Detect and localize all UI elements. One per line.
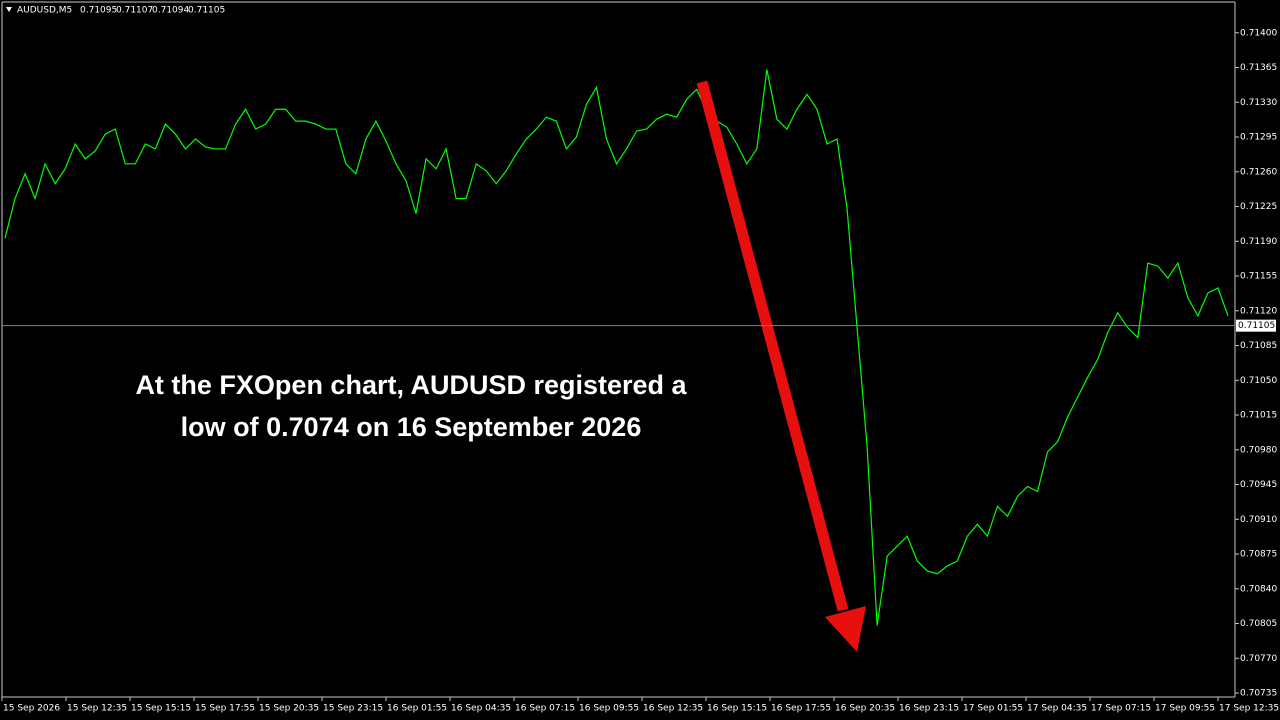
header-symbol: AUDUSD,M5: [17, 6, 72, 16]
x-tick-label: 17 Sep 09:55: [1155, 704, 1215, 714]
x-tick-label: 17 Sep 07:15: [1091, 704, 1151, 714]
x-tick-label: 15 Sep 17:55: [195, 704, 255, 714]
x-tick-label: 15 Sep 2026: [3, 704, 60, 714]
arrow-shaft: [696, 80, 849, 612]
y-tick-label: 0.71050: [1240, 376, 1277, 386]
annotation-line: low of 0.7074 on 16 September 2026: [181, 412, 642, 442]
annotation-line: At the FXOpen chart, AUDUSD registered a: [135, 370, 687, 400]
x-tick-label: 15 Sep 20:35: [259, 704, 319, 714]
y-tick-label: 0.70875: [1240, 550, 1277, 560]
x-tick-label: 15 Sep 12:35: [67, 704, 127, 714]
y-tick-label: 0.71120: [1240, 306, 1277, 316]
header-quote: 0.71107: [116, 6, 153, 16]
header-quote: 0.71095: [80, 6, 117, 16]
x-tick-label: 17 Sep 01:55: [963, 704, 1023, 714]
x-tick-label: 16 Sep 15:15: [707, 704, 767, 714]
y-tick-label: 0.71190: [1240, 237, 1277, 247]
x-tick-label: 16 Sep 01:55: [387, 704, 447, 714]
y-tick-label: 0.70840: [1240, 584, 1277, 594]
price-label-box: [1236, 319, 1276, 332]
x-tick-label: 16 Sep 04:35: [451, 704, 511, 714]
x-tick-label: 16 Sep 20:35: [835, 704, 895, 714]
price-line-series: [4, 69, 1229, 626]
x-tick-label: 16 Sep 09:55: [579, 704, 639, 714]
y-tick-label: 0.71225: [1240, 202, 1277, 212]
header-quote: 0.71094: [152, 6, 189, 16]
y-tick-label: 0.70910: [1240, 515, 1277, 525]
y-tick-label: 0.71260: [1240, 167, 1277, 177]
x-tick-label: 16 Sep 12:35: [643, 704, 703, 714]
price-label: 0.71105: [1238, 321, 1275, 331]
y-tick-label: 0.70770: [1240, 654, 1277, 664]
y-tick-label: 0.70945: [1240, 480, 1277, 490]
y-tick-label: 0.71365: [1240, 63, 1277, 73]
x-tick-label: 15 Sep 15:15: [131, 704, 191, 714]
y-tick-label: 0.71085: [1240, 341, 1277, 351]
x-tick-label: 17 Sep 12:35: [1219, 704, 1279, 714]
x-tick-label: 16 Sep 07:15: [515, 704, 575, 714]
y-tick-label: 0.71155: [1240, 272, 1277, 282]
y-tick-label: 0.70805: [1240, 619, 1277, 629]
y-tick-label: 0.71330: [1240, 98, 1277, 108]
header-quote: 0.71105: [188, 6, 225, 16]
y-tick-label: 0.71295: [1240, 133, 1277, 143]
x-tick-label: 15 Sep 23:15: [323, 704, 383, 714]
x-tick-label: 16 Sep 23:15: [899, 704, 959, 714]
y-tick-label: 0.70980: [1240, 445, 1277, 455]
y-tick-label: 0.71400: [1240, 28, 1277, 38]
y-tick-label: 0.71015: [1240, 411, 1277, 421]
x-tick-label: 16 Sep 17:55: [771, 704, 831, 714]
arrow-head: [825, 606, 866, 652]
x-tick-label: 17 Sep 04:35: [1027, 704, 1087, 714]
header-menu-icon[interactable]: [6, 7, 12, 12]
arrow: [696, 80, 866, 652]
y-tick-label: 0.70735: [1240, 689, 1277, 699]
